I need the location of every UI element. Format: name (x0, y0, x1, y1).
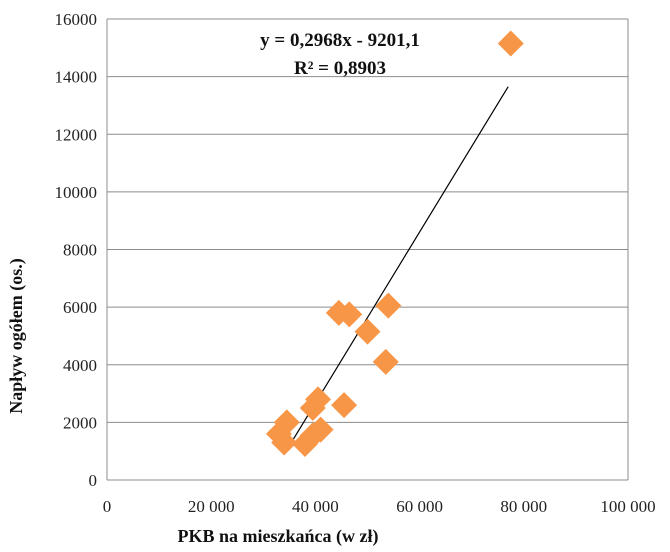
data-points (265, 30, 524, 457)
y-tick-label: 2000 (63, 413, 97, 432)
x-tick-label: 80 000 (500, 497, 547, 516)
data-point (299, 422, 326, 449)
y-tick-label: 10000 (55, 183, 98, 202)
gridlines (107, 18, 628, 423)
x-tick-label: 100 000 (600, 497, 655, 516)
data-point (497, 30, 524, 57)
x-tick-label: 40 000 (292, 497, 339, 516)
y-tick-label: 12000 (55, 125, 98, 144)
tick-labels: 0 2000 4000 6000 8000 10000 12000 14000 16000 0 20… (55, 10, 656, 516)
y-tick-label: 4000 (63, 356, 97, 375)
data-point (331, 392, 358, 419)
y-tick-label: 16000 (55, 10, 98, 29)
data-point (375, 292, 402, 319)
y-tick-label: 6000 (63, 298, 97, 317)
trendline-equation: y = 0,2968x - 9201,1 (260, 30, 420, 51)
data-point (354, 318, 381, 345)
data-point (336, 301, 363, 328)
axes (106, 18, 629, 481)
x-tick-label: 20 000 (188, 497, 235, 516)
x-axis-title: PKB na mieszkańca (w zł) (178, 526, 379, 547)
y-tick-label: 8000 (63, 241, 97, 260)
x-tick-label: 0 (103, 497, 112, 516)
y-tick-label: 0 (89, 471, 98, 490)
x-tick-label: 60 000 (396, 497, 443, 516)
y-tick-label: 14000 (55, 68, 98, 87)
data-point (271, 429, 298, 456)
data-point (372, 348, 399, 375)
r-squared-label: R² = 0,8903 (294, 58, 386, 79)
y-axis-title: Napływ ogółem (os.) (6, 258, 27, 414)
data-point (299, 394, 326, 421)
